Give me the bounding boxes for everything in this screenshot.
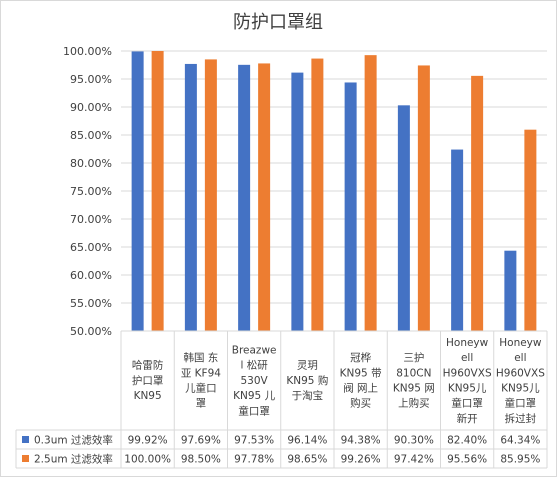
category-label-line: 810CN — [396, 367, 431, 379]
category-label-line: 灵玥 — [297, 360, 318, 372]
bar-series2 — [151, 51, 164, 331]
legend-key — [22, 455, 29, 462]
y-tick-label: 95.00% — [70, 73, 112, 86]
category-label-line: 新开 — [457, 412, 478, 425]
bar-series2 — [364, 55, 377, 331]
data-label: 90.30% — [394, 435, 434, 447]
bar-series1 — [291, 72, 304, 331]
data-label: 97.42% — [394, 454, 434, 466]
data-label: 97.69% — [181, 435, 221, 447]
category-label-line: 购买 — [350, 397, 371, 410]
category-label-line: 童口罩 — [451, 397, 483, 410]
data-label: 96.14% — [287, 435, 327, 447]
y-tick-label: 80.00% — [70, 157, 112, 170]
category-label-line: Honeyw — [446, 337, 489, 349]
bar-series2 — [417, 65, 430, 331]
category-label-line: 亚 KF94 — [181, 367, 221, 379]
category-label-line: KN95 购 — [286, 374, 328, 387]
y-tick-label: 100.00% — [63, 45, 112, 58]
category-label-line: KN95 网 — [393, 383, 435, 395]
category-label-line: H960VXS — [496, 367, 545, 379]
y-tick-label: 70.00% — [70, 213, 112, 226]
bar-series1 — [131, 51, 144, 332]
data-label: 100.00% — [124, 454, 171, 466]
bar-series2 — [258, 63, 271, 331]
category-label-line: 童口罩 — [505, 397, 537, 410]
data-label: 97.78% — [234, 454, 274, 466]
category-label-line: KN95儿 — [501, 383, 540, 395]
chart-title: 防护口罩组 — [233, 12, 323, 33]
data-label: 85.95% — [500, 454, 540, 466]
bar-series2 — [524, 129, 537, 331]
data-label: 98.65% — [287, 454, 327, 466]
category-label-line: 护口罩 — [132, 374, 164, 387]
category-label-line: Honeyw — [499, 337, 542, 349]
legend-label: 2.5um 过滤效率 — [34, 453, 113, 466]
category-label-line: KN95儿 — [448, 383, 487, 395]
category-label-line: 三护 — [403, 351, 424, 364]
category-label-line: 童口罩 — [238, 404, 270, 417]
data-label: 99.26% — [341, 454, 381, 466]
category-label-line: ell — [461, 352, 473, 364]
data-label: 95.56% — [447, 454, 487, 466]
category-label-line: H960VXS — [443, 367, 492, 379]
category-label-line: l 松研 — [240, 359, 268, 372]
bar-series1 — [344, 82, 357, 331]
y-tick-label: 85.00% — [70, 129, 112, 142]
y-tick-label: 50.00% — [70, 325, 112, 338]
category-label-line: 于淘宝 — [292, 389, 324, 402]
category-label-line: 上购买 — [398, 397, 430, 410]
category-label-line: KN95 — [134, 390, 162, 402]
bars — [131, 51, 537, 332]
category-label-line: KN95 带 — [340, 367, 382, 379]
category-label-line: 拆过封 — [505, 412, 537, 425]
y-tick-label: 55.00% — [70, 297, 112, 310]
y-tick-label: 90.00% — [70, 101, 112, 114]
bar-series1 — [397, 105, 410, 331]
data-label: 94.38% — [341, 435, 381, 447]
bar-series1 — [238, 64, 251, 331]
category-label-line: 530V — [241, 375, 269, 387]
category-label-line: 冠桦 — [350, 351, 371, 364]
bar-series1 — [451, 149, 464, 331]
category-label-line: 哈雷防 — [132, 359, 164, 372]
data-label: 98.50% — [181, 454, 221, 466]
y-tick-label: 65.00% — [70, 241, 112, 254]
category-label-line: 韩国 东 — [183, 351, 218, 364]
category-label-line: 阀 网上 — [343, 382, 378, 395]
bar-series2 — [204, 59, 217, 332]
category-label-line: ell — [514, 352, 526, 364]
category-label-line: KN95 儿 — [233, 390, 275, 402]
y-tick-label: 75.00% — [70, 185, 112, 198]
category-label-line: 罩 — [196, 398, 207, 410]
bar-series2 — [471, 75, 484, 331]
legend-label: 0.3um 过滤效率 — [34, 434, 113, 447]
y-tick-label: 60.00% — [70, 269, 112, 282]
y-axis-ticks: 50.00% 55.00% 60.00% 65.00% 70.00% 75.00% 80.0… — [63, 45, 112, 338]
category-label-line: Breazwe — [232, 345, 277, 357]
bar-series1 — [184, 63, 197, 331]
category-label-line: 儿童口 — [185, 382, 217, 395]
data-label: 64.34% — [500, 435, 540, 447]
data-label: 82.40% — [447, 435, 487, 447]
legend-key — [22, 436, 29, 443]
data-label: 99.92% — [128, 435, 168, 447]
bar-series1 — [504, 250, 517, 331]
data-label: 97.53% — [234, 435, 274, 447]
bar-series2 — [311, 58, 324, 332]
